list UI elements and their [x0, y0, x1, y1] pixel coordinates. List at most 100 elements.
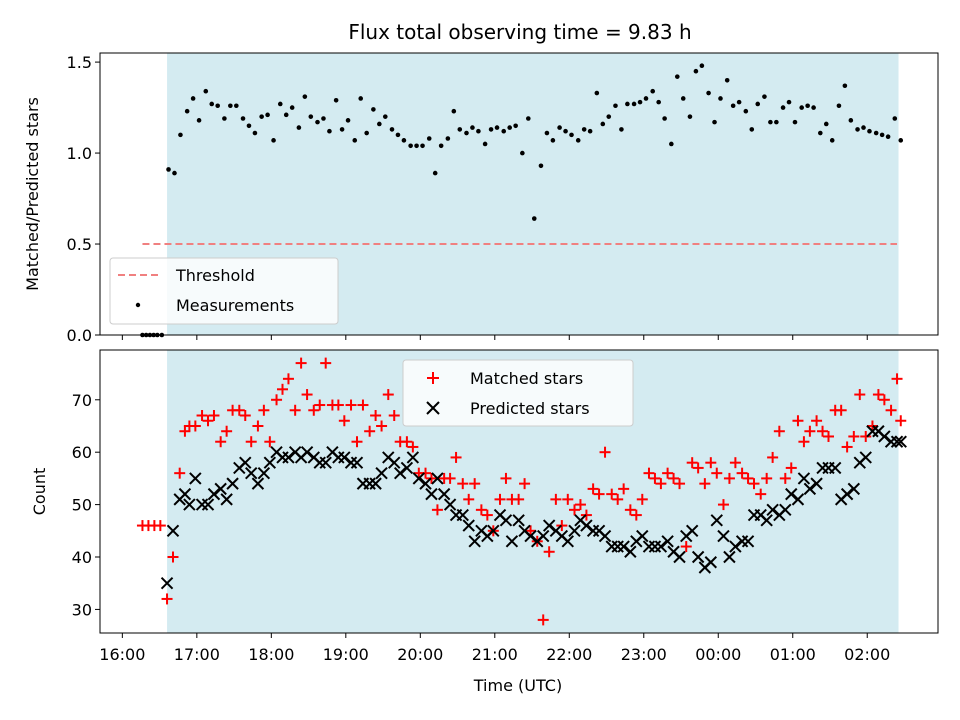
measurement-point [600, 121, 606, 127]
measurement-point [563, 128, 568, 134]
measurement-point [687, 114, 693, 119]
measurement-point [674, 74, 680, 79]
measurement-point [538, 163, 544, 169]
bottom-y-tick-label: 40 [72, 548, 92, 567]
matched-star-point [674, 478, 686, 490]
measurement-point [395, 132, 401, 138]
matched-star-point [885, 404, 897, 416]
predicted-star-point [369, 477, 382, 490]
matched-star-point [804, 425, 816, 437]
measurement-point [482, 141, 488, 147]
measurement-point [792, 119, 798, 125]
measurement-point [712, 119, 717, 125]
x-tick-label: 17:00 [174, 645, 220, 664]
matched-star-point [606, 488, 618, 500]
matched-star-point [767, 451, 779, 463]
measurement-point [643, 96, 649, 101]
matched-star-point [239, 410, 251, 422]
matched-star-point [717, 499, 729, 511]
matched-star-point [841, 441, 853, 453]
predicted-star-point [685, 524, 699, 538]
matched-star-point [568, 504, 580, 516]
predicted-star-point [499, 514, 513, 527]
measurement-point [730, 103, 736, 109]
measurement-point [327, 128, 332, 134]
matched-star-point [755, 488, 767, 500]
predicted-star-point [214, 482, 227, 496]
measurement-point [606, 114, 612, 119]
predicted-star-point [760, 514, 773, 527]
matched-star-point [550, 493, 562, 505]
measurement-point [836, 103, 842, 109]
predicted-star-point [717, 529, 730, 543]
matched-star-point [382, 389, 394, 401]
predicted-star-point [456, 508, 469, 522]
measurement-point [829, 138, 835, 143]
measurement-point [669, 141, 674, 147]
measurement-point [550, 138, 556, 143]
predicted-star-point [257, 466, 271, 480]
top-panel: 0.0 0.5 1.0 1.5 Matched/Predicted stars Thr… [23, 52, 939, 345]
measurement-point [768, 119, 773, 125]
matched-star-point [699, 478, 711, 490]
matched-star-point [457, 478, 469, 490]
matched-star-point [878, 394, 890, 406]
predicted-star-point [803, 482, 817, 496]
measurement-point [743, 108, 749, 114]
matched-star-point [258, 404, 270, 416]
predicted-star-point [524, 529, 537, 543]
measurement-point [699, 63, 705, 69]
matched-star-point [723, 472, 735, 484]
measurement-point [898, 138, 904, 143]
measurement-point [296, 125, 302, 130]
matched-star-point [167, 551, 179, 563]
matched-star-point [543, 546, 555, 558]
measurement-point [575, 138, 581, 143]
matched-star-point [872, 389, 884, 401]
predicted-star-point [338, 451, 351, 464]
predicted-star-point [393, 466, 407, 480]
measurement-point [382, 114, 388, 119]
matched-star-point [233, 404, 245, 416]
matched-star-point [742, 472, 754, 484]
predicted-star-point [828, 461, 842, 475]
predicted-star-point [189, 472, 202, 485]
predicted-star-point [419, 477, 432, 490]
matched-star-point [662, 467, 674, 479]
matched-star-point [295, 357, 307, 369]
measurement-point [203, 88, 209, 94]
predicted-star-point [859, 451, 872, 464]
matched-star-point [463, 493, 475, 505]
predicted-star-point [840, 487, 854, 501]
measurement-point [209, 101, 215, 107]
matched-star-point [420, 467, 432, 479]
predicted-star-point [375, 466, 388, 480]
measurement-point [234, 103, 239, 109]
matched-star-point [519, 478, 531, 490]
predicted-star-point [183, 498, 196, 511]
measurement-point [811, 105, 816, 110]
matched-star-point [860, 430, 872, 442]
measurement-point [371, 107, 376, 112]
predicted-star-point [251, 477, 265, 490]
predicted-star-point [443, 498, 457, 511]
matched-star-point [245, 436, 257, 448]
predicted-star-point [894, 435, 907, 448]
predicted-star-point [636, 529, 649, 543]
legend-threshold-label: Threshold [175, 266, 255, 285]
x-tick-label: 00:00 [695, 645, 741, 664]
measurement-point [178, 132, 183, 138]
matched-star-point [357, 399, 369, 411]
measurement-point [364, 130, 369, 136]
matched-star-point [729, 457, 741, 469]
measurement-point [805, 103, 810, 109]
predicted-star-point [598, 529, 612, 543]
measurement-point [885, 134, 891, 139]
matched-star-point [196, 410, 208, 422]
matched-star-point [450, 451, 462, 463]
top-plot-frame [99, 52, 939, 336]
matched-star-point [208, 410, 220, 422]
matched-star-point [556, 520, 568, 532]
measurement-point [799, 105, 804, 110]
predicted-star-point [673, 550, 686, 564]
